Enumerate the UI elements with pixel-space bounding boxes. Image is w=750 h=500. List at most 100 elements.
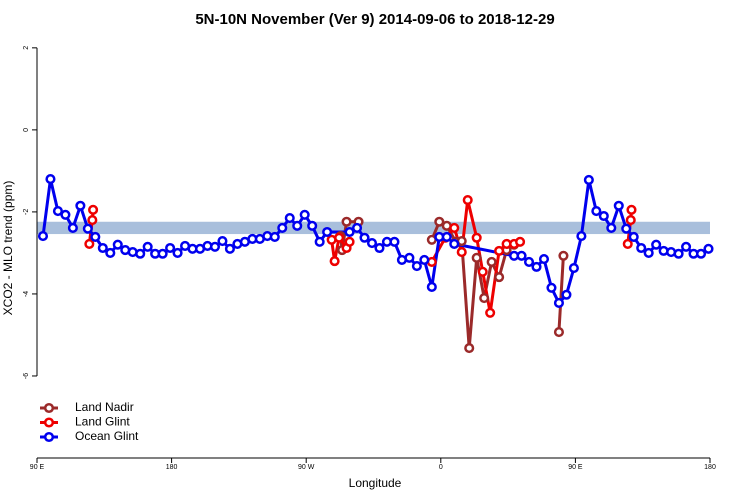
data-point <box>165 242 176 254</box>
data-point <box>366 238 378 249</box>
data-point <box>88 204 99 215</box>
data-point <box>471 232 482 243</box>
data-point <box>351 222 363 233</box>
y-tick-label: 2 <box>23 46 30 50</box>
data-point <box>75 200 86 211</box>
data-point <box>329 256 340 267</box>
data-point <box>67 222 78 233</box>
x-tick-label: 90 E <box>568 464 583 471</box>
data-point <box>583 174 594 185</box>
data-point <box>636 242 647 254</box>
data-point <box>441 231 452 242</box>
y-tick-label: -6 <box>23 373 30 379</box>
data-point <box>494 272 505 283</box>
y-tick-label: 0 <box>23 128 30 132</box>
data-point <box>558 250 569 261</box>
data-point <box>374 242 385 254</box>
data-point <box>494 245 505 256</box>
data-point <box>538 254 550 265</box>
data-point <box>292 220 303 231</box>
data-point <box>334 232 345 243</box>
data-point <box>515 236 526 247</box>
data-point <box>434 216 445 227</box>
data-point <box>172 247 183 258</box>
data-point <box>613 200 624 211</box>
data-point <box>486 256 497 267</box>
data-point <box>673 248 684 259</box>
data-point <box>52 206 63 217</box>
data-point <box>284 213 295 224</box>
data-point <box>626 204 637 215</box>
data-point <box>456 247 467 258</box>
data-point <box>628 231 639 242</box>
data-point <box>344 226 355 238</box>
data-point <box>695 248 707 259</box>
data-point <box>299 209 310 220</box>
data-point <box>341 216 352 227</box>
data-point <box>703 243 714 254</box>
legend-label: Land Glint <box>75 415 130 429</box>
data-point <box>606 222 617 233</box>
data-point <box>561 289 572 300</box>
data-point <box>576 231 587 242</box>
legend-label: Ocean Glint <box>75 429 139 443</box>
data-point <box>209 241 221 252</box>
data-point <box>516 250 527 261</box>
data-point <box>471 252 482 263</box>
y-tick-label: -2 <box>23 209 30 215</box>
data-point <box>37 231 49 242</box>
legend-marker <box>43 417 55 428</box>
data-point <box>344 236 355 247</box>
data-point <box>269 231 280 242</box>
x-tick-label: 180 <box>704 464 716 471</box>
data-point <box>87 215 98 226</box>
data-point <box>531 261 542 272</box>
data-point <box>479 292 490 304</box>
data-point <box>568 263 579 274</box>
data-point <box>643 247 654 258</box>
data-point <box>621 223 632 234</box>
x-axis-label: Longitude <box>349 476 402 490</box>
x-tick-label: 0 <box>439 464 443 471</box>
legend-marker <box>43 402 55 414</box>
data-point <box>90 231 101 242</box>
data-point <box>105 247 116 258</box>
data-point <box>591 206 602 217</box>
data-point <box>307 220 318 231</box>
data-point <box>464 343 475 354</box>
legend-marker <box>43 431 55 443</box>
data-point <box>135 248 146 259</box>
data-point <box>82 223 93 234</box>
data-point <box>622 238 633 249</box>
data-point <box>224 243 235 254</box>
x-tick-label: 180 <box>166 464 178 471</box>
data-point <box>477 266 488 277</box>
series-line <box>87 198 633 315</box>
data-point <box>112 239 123 250</box>
data-point <box>84 238 95 249</box>
data-point <box>485 307 496 318</box>
data-point <box>314 236 325 247</box>
data-point <box>359 232 370 243</box>
data-point <box>523 256 535 267</box>
data-point <box>598 210 609 222</box>
data-point <box>322 226 333 238</box>
data-point <box>97 242 108 254</box>
data-point <box>277 222 288 233</box>
x-tick-label: 90 W <box>298 464 315 471</box>
data-point <box>142 241 153 252</box>
data-point <box>681 241 692 252</box>
y-axis-label: XCO2 - MLO trend (ppm) <box>1 181 15 316</box>
data-point <box>217 235 228 247</box>
data-point <box>426 281 437 293</box>
chart-title: 5N-10N November (Ver 9) 2014-09-06 to 20… <box>195 11 554 28</box>
data-point <box>651 239 662 250</box>
data-point <box>389 236 400 247</box>
data-point <box>546 282 557 293</box>
data-point <box>449 222 460 233</box>
data-point <box>411 260 422 272</box>
x-tick-label: 90 E <box>30 464 45 471</box>
data-point <box>449 238 460 249</box>
y-tick-label: -4 <box>23 291 30 297</box>
